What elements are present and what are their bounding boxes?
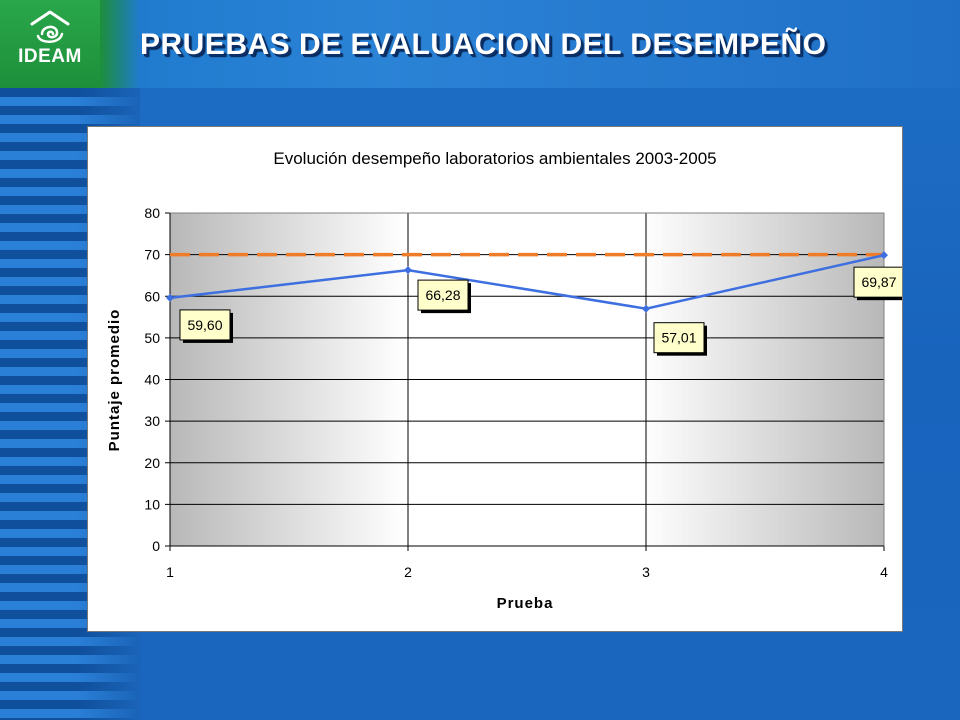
data-label: 69,87: [861, 274, 896, 290]
x-tick-label: 2: [404, 564, 412, 580]
data-label: 66,28: [425, 287, 460, 303]
y-tick-label: 40: [144, 372, 160, 388]
x-tick-label: 3: [642, 564, 650, 580]
chart-title: Evolución desempeño laboratorios ambient…: [273, 149, 716, 168]
ideam-logo: IDEAM: [0, 0, 100, 88]
data-point-marker: [404, 266, 412, 275]
x-tick-label: 1: [166, 564, 174, 580]
data-point-marker: [166, 293, 174, 302]
page-title: PRUEBAS DE EVALUACION DEL DESEMPEÑO: [140, 28, 827, 61]
data-label-box: [653, 322, 705, 354]
y-axis-label: Puntaje promedio: [106, 309, 123, 452]
header-bar: [0, 0, 960, 88]
y-tick-label: 80: [144, 205, 160, 221]
data-label-box: [417, 279, 469, 311]
data-point-marker: [880, 251, 888, 260]
line-chart: 0 10 20 30 40 50 60 70 80 1 2 3 4 59,60 66,28 57,01 69,8…: [106, 149, 902, 612]
y-tick-label: 60: [144, 288, 160, 304]
y-tick-label: 20: [144, 455, 160, 471]
x-tick-label: 4: [880, 564, 888, 580]
y-tick-label: 0: [152, 538, 160, 554]
y-tick-label: 70: [144, 247, 160, 263]
logo-fade: [100, 0, 140, 88]
x-axis-label: Prueba: [497, 595, 554, 612]
data-label: 59,60: [187, 317, 222, 333]
y-tick-label: 10: [144, 496, 160, 512]
data-label-box: [179, 309, 231, 341]
data-label: 57,01: [661, 330, 696, 346]
ideam-logo-icon: [30, 10, 70, 43]
data-label-box: [853, 266, 902, 298]
y-tick-label: 30: [144, 413, 160, 429]
chart-frame: 0 10 20 30 40 50 60 70 80 1 2 3 4 59,60 66,28 57,01 69,8…: [87, 126, 903, 632]
data-point-marker: [642, 304, 650, 313]
series-line: [169, 253, 885, 310]
logo-text: IDEAM: [18, 46, 82, 67]
y-tick-label: 50: [144, 330, 160, 346]
